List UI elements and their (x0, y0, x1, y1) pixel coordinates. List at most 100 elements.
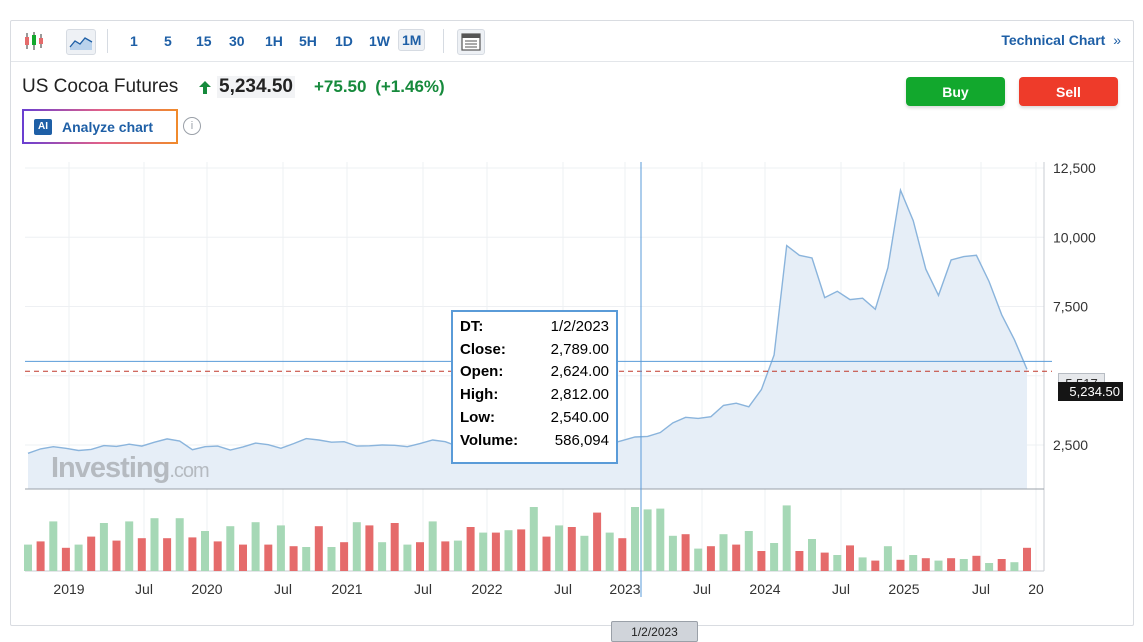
volume-bar (365, 525, 374, 571)
volume-bar (87, 536, 96, 571)
volume-bar (327, 547, 336, 571)
volume-bar (871, 560, 880, 571)
tooltip-value: 586,094 (554, 431, 609, 449)
x-tick-label: Jul (832, 581, 850, 597)
tooltip-row: Close: 2,789.00 (460, 341, 609, 358)
volume-bar (972, 555, 981, 571)
volume-bar (441, 541, 450, 571)
volume-bar (201, 531, 209, 571)
tooltip-row: DT: 1/2/2023 (460, 318, 609, 335)
info-icon[interactable]: i (183, 117, 201, 135)
volume-bar (453, 540, 462, 571)
timeframe-1h-button[interactable]: 1H (265, 33, 283, 49)
volume-bar (491, 532, 500, 571)
x-tick-label: Jul (693, 581, 711, 597)
timeframe-1m-button[interactable]: 1M (398, 29, 426, 51)
table-view-icon[interactable] (457, 29, 485, 55)
volume-bar (213, 541, 222, 571)
volume-bar (668, 535, 677, 571)
timeframe-1w-button[interactable]: 1W (369, 33, 390, 49)
timeframe-15-button[interactable]: 15 (196, 33, 212, 49)
volume-bar (820, 552, 829, 571)
timeframe-5h-button[interactable]: 5H (299, 33, 317, 49)
ohlc-tooltip: DT: 1/2/2023 Close: 2,789.00 Open: 2,624.00 Hi… (451, 310, 618, 464)
watermark-brand: Investing (51, 452, 170, 484)
x-tick-label: 2021 (331, 581, 362, 597)
volume-bar (504, 530, 513, 571)
volume-bar (580, 535, 589, 571)
tooltip-row: High: 2,812.00 (460, 386, 609, 403)
watermark-suffix: .com (169, 460, 209, 482)
timeframe-5-button[interactable]: 5 (164, 33, 172, 49)
chart-widget: 1 5 15 30 1H 5H 1D 1W 1M Technical Chart » US Co… (10, 20, 1134, 642)
volume-bar (529, 507, 538, 571)
volume-bar (74, 544, 83, 571)
volume-bar (416, 542, 424, 571)
instrument-name: US Cocoa Futures (22, 76, 179, 97)
tooltip-value: 2,812.00 (550, 386, 609, 404)
tooltip-value: 1/2/2023 (550, 318, 609, 335)
price-area-fill (28, 190, 1027, 489)
area-chart-icon[interactable] (66, 29, 96, 55)
volume-bar (175, 518, 184, 571)
technical-chart-link[interactable]: Technical Chart » (1001, 32, 1121, 48)
tooltip-row: Volume: 586,094 (460, 432, 609, 449)
technical-chart-label: Technical Chart (1001, 32, 1106, 48)
x-tick-label: Jul (414, 581, 432, 597)
y-tick-label: 7,500 (1053, 299, 1088, 315)
volume-bar (744, 531, 753, 571)
volume-bar (264, 544, 273, 571)
volume-bar (251, 522, 260, 571)
buy-button[interactable]: Buy (906, 77, 1005, 106)
volume-bar (226, 526, 235, 571)
volume-bar (479, 532, 488, 571)
volume-bar (643, 509, 652, 571)
analyze-chart-button[interactable]: AI Analyze chart (22, 109, 178, 144)
tooltip-key: DT: (460, 318, 484, 335)
last-price: 5,234.50 (217, 76, 295, 98)
volume-bar (36, 541, 45, 571)
y-tick-label: 2,500 (1053, 437, 1088, 453)
analyze-chart-label: Analyze chart (62, 118, 154, 135)
volume-bar (719, 534, 728, 571)
timeframe-1-button[interactable]: 1 (130, 33, 138, 49)
volume-bar (858, 557, 867, 571)
volume-bar (302, 547, 311, 571)
price-change: +75.50 (+1.46%) (314, 77, 445, 97)
toolbar-separator (443, 29, 444, 53)
price-change-percent: (+1.46%) (375, 77, 445, 96)
volume-bar (24, 544, 32, 571)
volume-bar (188, 537, 197, 571)
toolbar-separator (107, 29, 108, 53)
volume-bar (757, 551, 766, 571)
timeframe-1d-button[interactable]: 1D (335, 33, 353, 49)
crosshair-date-label: 1/2/2023 (611, 621, 698, 642)
volume-bar (605, 532, 614, 571)
tooltip-value: 2,789.00 (550, 340, 609, 358)
chart-toolbar: 1 5 15 30 1H 5H 1D 1W 1M Technical Chart » (11, 21, 1133, 62)
volume-bar (150, 518, 159, 571)
volume-bar (125, 521, 134, 571)
volume-bar (846, 545, 854, 571)
sell-button[interactable]: Sell (1019, 77, 1118, 106)
volume-bar (239, 544, 247, 571)
ai-icon: AI (34, 118, 52, 135)
x-tick-label: 2019 (53, 581, 84, 597)
tooltip-row: Open: 2,624.00 (460, 363, 609, 380)
volume-bar (618, 538, 627, 571)
x-tick-label: Jul (135, 581, 153, 597)
tooltip-value: 2,624.00 (550, 363, 609, 381)
last-price-label: 5,234.50 (1058, 382, 1123, 401)
volume-bar (163, 538, 172, 571)
volume-bar (808, 539, 816, 571)
timeframe-30-button[interactable]: 30 (229, 33, 245, 49)
x-tick-label: Jul (274, 581, 292, 597)
volume-bar (656, 508, 665, 571)
volume-bar (896, 559, 905, 571)
volume-bar (340, 542, 349, 571)
x-tick-label: 2023 (609, 581, 640, 597)
x-tick-label: 2022 (471, 581, 502, 597)
volume-bar (112, 540, 121, 571)
candlestick-icon[interactable] (21, 29, 47, 53)
investing-watermark: Investing.com (51, 452, 210, 485)
